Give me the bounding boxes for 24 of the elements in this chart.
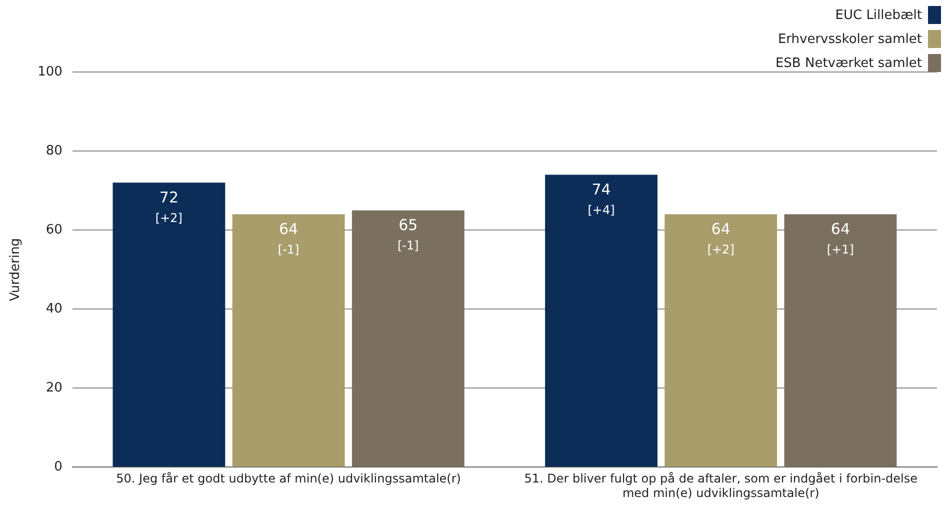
y-tick-label: 0 <box>54 460 62 475</box>
x-tick-label: 50. Jeg får et godt udbytte af min(e) udviklingssamtale(r) <box>116 472 461 486</box>
y-tick-label: 80 <box>46 143 62 158</box>
data-label: 64 [-1] <box>278 220 300 256</box>
bar <box>545 174 658 467</box>
bar <box>112 182 226 467</box>
y-tick-label: 100 <box>38 64 62 80</box>
legend-label: Erhvervsskoler samlet <box>778 32 922 46</box>
data-label: 64 [+1] <box>826 220 854 256</box>
data-label: 74 [+4] <box>588 180 615 217</box>
y-tick-label: 20 <box>46 380 62 396</box>
legend-label: ESB Netværket samlet <box>775 56 922 70</box>
legend-label: EUC Lillebælt <box>835 8 922 22</box>
x-tick-label: 51. Der bliver fulgt op på de aftaler, som er indgået i forbin-delse med min(e) udviklingssamtale(r) <box>524 472 918 500</box>
y-tick-label: 40 <box>46 301 62 316</box>
y-tick-label: 60 <box>46 222 62 238</box>
bar <box>352 210 464 467</box>
bar <box>664 214 778 467</box>
data-label: 72 [+2] <box>155 188 182 225</box>
bar <box>232 214 345 467</box>
bar <box>784 214 897 467</box>
y-axis-title: Vurdering <box>8 238 24 302</box>
data-label: 64 [+2] <box>707 220 734 256</box>
data-label: 65 [-1] <box>397 216 419 252</box>
